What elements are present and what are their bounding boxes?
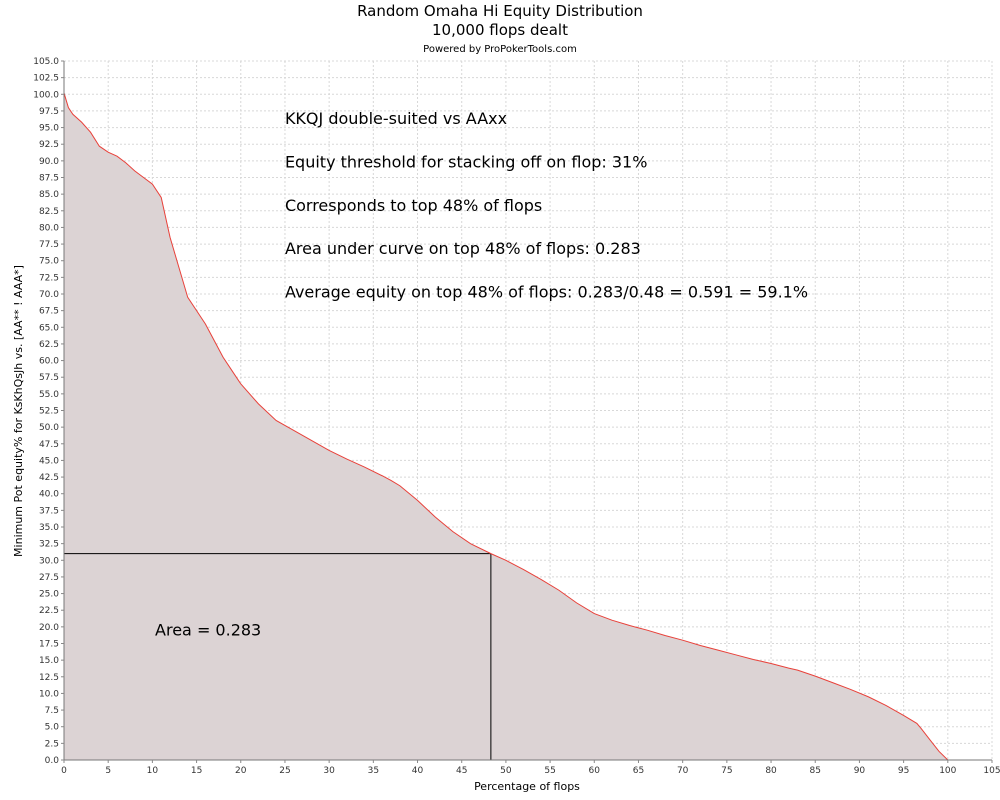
x-tick-label: 50 (500, 766, 512, 776)
y-tick-label: 52.5 (39, 407, 59, 417)
y-tick-label: 50.0 (39, 423, 59, 433)
x-tick-label: 105 (983, 766, 1000, 776)
x-tick-label: 15 (191, 766, 202, 776)
area-under-curve-layer (64, 92, 948, 760)
chart-title: Random Omaha Hi Equity Distribution (357, 2, 643, 20)
y-tick-label: 22.5 (39, 606, 59, 616)
y-tick-label: 35.0 (39, 523, 59, 533)
equity-curve-line (63, 92, 949, 761)
y-tick-label: 97.5 (39, 107, 59, 117)
threshold-lines-layer (64, 553, 492, 760)
y-tick-label: 45.0 (39, 456, 59, 466)
annotations: KKQJ double-suited vs AAxx Equity thresho… (155, 109, 808, 639)
y-tick-label: 57.5 (39, 373, 59, 383)
y-tick-label: 12.5 (39, 673, 59, 683)
y-tick-label: 75.0 (39, 257, 59, 267)
y-tick-label: 82.5 (39, 207, 59, 217)
annotation-5: Area = 0.283 (155, 621, 261, 640)
x-tick-label: 95 (898, 766, 909, 776)
x-tick-label: 60 (589, 766, 601, 776)
x-tick-label: 5 (105, 766, 111, 776)
y-tick-label: 102.5 (33, 74, 59, 84)
x-tick-label: 35 (368, 766, 379, 776)
chart-credit: Powered by ProPokerTools.com (423, 44, 577, 55)
annotation-1: Equity threshold for stacking off on flo… (285, 153, 647, 172)
y-axis-label: Minimum Pot equity% for KsKhQsJh vs. [AA… (12, 265, 25, 557)
x-tick-label: 75 (721, 766, 732, 776)
x-tick-label: 20 (235, 766, 247, 776)
y-tick-label: 0.0 (45, 756, 60, 766)
x-axis-ticks: 0 5 10 15 20 25 30 35 40 45 50 55 60 65 70 75 80 85 90 95 10… (61, 760, 1000, 776)
y-tick-label: 20.0 (39, 623, 59, 633)
y-tick-label: 70.0 (39, 290, 59, 300)
y-tick-label: 37.5 (39, 506, 59, 516)
x-tick-label: 85 (810, 766, 821, 776)
x-tick-label: 25 (279, 766, 290, 776)
y-tick-label: 27.5 (39, 573, 59, 583)
x-tick-label: 65 (633, 766, 644, 776)
x-axis-label: Percentage of flops (474, 780, 580, 793)
y-tick-label: 100.0 (33, 90, 59, 100)
x-tick-label: 70 (677, 766, 689, 776)
y-tick-label: 47.5 (39, 440, 59, 450)
y-tick-label: 10.0 (39, 689, 59, 699)
chart-subtitle: 10,000 flops dealt (432, 21, 568, 39)
x-tick-label: 100 (939, 766, 956, 776)
y-tick-label: 90.0 (39, 157, 59, 167)
y-tick-label: 30.0 (39, 556, 59, 566)
area-under-curve (64, 92, 948, 760)
y-tick-label: 77.5 (39, 240, 59, 250)
x-tick-label: 30 (323, 766, 335, 776)
y-tick-label: 92.5 (39, 140, 59, 150)
y-tick-label: 95.0 (39, 124, 59, 134)
y-tick-label: 40.0 (39, 490, 59, 500)
y-tick-label: 15.0 (39, 656, 59, 666)
y-tick-label: 87.5 (39, 174, 59, 184)
x-tick-label: 55 (544, 766, 555, 776)
y-tick-label: 72.5 (39, 273, 59, 283)
x-tick-label: 40 (412, 766, 424, 776)
annotation-2: Corresponds to top 48% of flops (285, 196, 542, 215)
y-tick-label: 60.0 (39, 357, 59, 367)
x-tick-label: 45 (456, 766, 467, 776)
y-tick-label: 25.0 (39, 590, 59, 600)
y-tick-label: 80.0 (39, 223, 59, 233)
x-tick-label: 90 (854, 766, 866, 776)
y-tick-label: 67.5 (39, 307, 59, 317)
y-tick-label: 7.5 (45, 706, 59, 716)
y-tick-label: 17.5 (39, 640, 59, 650)
y-tick-label: 32.5 (39, 540, 59, 550)
x-tick-label: 0 (61, 766, 67, 776)
equity-curve-layer (63, 92, 949, 761)
y-tick-label: 42.5 (39, 473, 59, 483)
y-tick-label: 5.0 (45, 723, 60, 733)
y-tick-label: 65.0 (39, 323, 59, 333)
x-tick-label: 80 (765, 766, 777, 776)
annotation-3: Area under curve on top 48% of flops: 0.… (285, 239, 641, 258)
y-tick-label: 105.0 (33, 57, 59, 67)
y-tick-label: 62.5 (39, 340, 59, 350)
annotation-4: Average equity on top 48% of flops: 0.28… (285, 282, 808, 301)
y-axis-ticks: 0.0 2.5 5.0 7.5 10.0 12.5 15.0 17.5 20.0 22.5 25.0… (33, 57, 64, 766)
annotation-0: KKQJ double-suited vs AAxx (285, 109, 507, 128)
y-tick-label: 55.0 (39, 390, 59, 400)
y-tick-label: 2.5 (45, 739, 59, 749)
x-tick-label: 10 (147, 766, 159, 776)
y-tick-label: 85.0 (39, 190, 59, 200)
